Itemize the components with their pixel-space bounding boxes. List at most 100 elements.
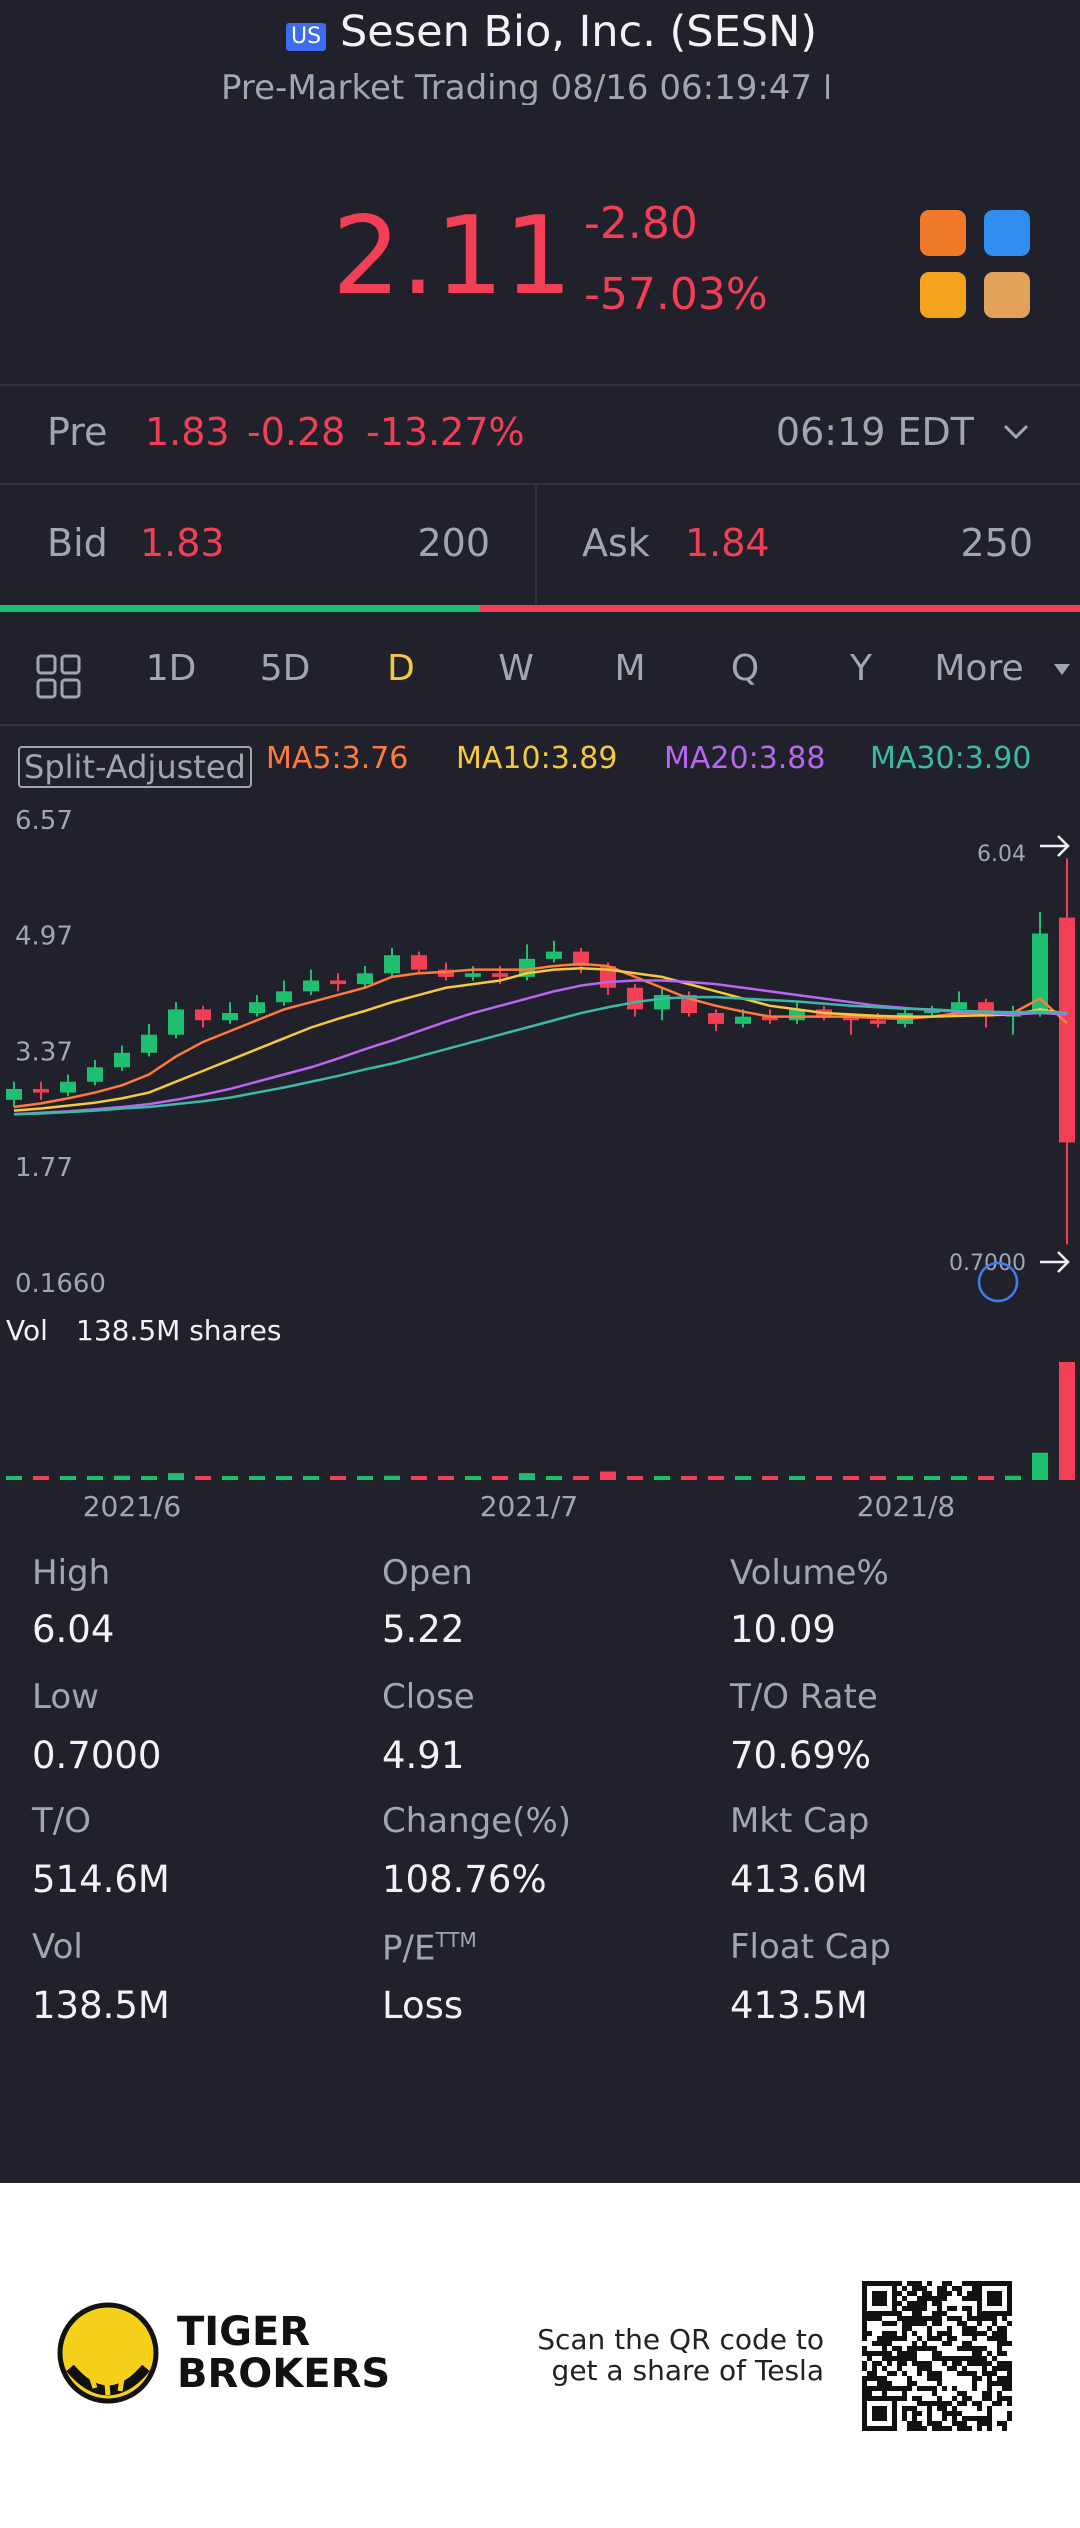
qr-cell [937,2331,942,2336]
qr-cell [932,2376,937,2381]
qr-cell [902,2371,907,2376]
qr-cell [987,2421,992,2426]
qr-cell [917,2306,922,2311]
qr-cell [927,2331,932,2336]
qr-cell [1007,2411,1012,2416]
qr-cell [872,2341,877,2346]
qr-cell [917,2421,922,2426]
qr-cell [917,2336,922,2341]
adjust-button[interactable]: Split-Adjusted [18,746,252,789]
quick-icon[interactable] [984,210,1030,256]
qr-cell [937,2396,942,2401]
volume-bar [141,1476,157,1480]
qr-cell [982,2396,987,2401]
qr-cell [877,2361,882,2366]
qr-cell [927,2386,932,2391]
qr-cell [942,2341,947,2346]
qr-cell [967,2331,972,2336]
market-status: Pre-Market Trading 08/16 06:19:47 EDT [221,71,829,106]
volume-bar [384,1475,400,1480]
qr-cell [942,2411,947,2416]
qr-cell [872,2316,877,2321]
qr-cell [897,2346,902,2351]
qr-cell [917,2296,922,2301]
period-tab[interactable]: 1D [145,648,197,690]
qr-cell [902,2416,907,2421]
qr-cell [927,2416,932,2421]
qr-cell [952,2396,957,2401]
quick-icon[interactable] [920,210,966,256]
period-tab[interactable]: W [498,648,534,690]
qr-cell [1002,2316,1007,2321]
qr-cell [937,2401,942,2406]
qr-cell [947,2341,952,2346]
qr-cell [912,2316,917,2321]
qr-cell [927,2296,932,2301]
candle-body [114,1052,130,1068]
period-tab[interactable]: More [934,648,1024,690]
qr-cell [887,2361,892,2366]
qr-cell [957,2401,962,2406]
volume-bar [816,1476,832,1480]
qr-cell [977,2416,982,2421]
qr-cell [897,2361,902,2366]
qr-cell [862,2391,867,2396]
volume-bar [330,1476,346,1480]
qr-cell [912,2286,917,2291]
qr-cell [952,2386,957,2391]
market-badge: US [286,22,327,51]
qr-cell [987,2351,992,2356]
qr-cell [977,2426,982,2431]
qr-cell [932,2356,937,2361]
qr-cell [907,2381,912,2386]
quick-icon[interactable] [920,272,966,318]
qr-cell [912,2301,917,2306]
quick-icon[interactable] [984,272,1030,318]
qr-cell [947,2331,952,2336]
qr-cell [902,2306,907,2311]
period-tab[interactable]: 5D [259,648,311,690]
qr-cell [937,2286,942,2291]
qr-cell [957,2421,962,2426]
y-tick-label: 0.1660 [15,1269,106,1299]
qr-cell [902,2356,907,2361]
candle-body [843,1016,859,1021]
qr-cell [877,2341,882,2346]
qr-cell [922,2386,927,2391]
qr-cell [992,2316,997,2321]
period-tab[interactable]: D [387,648,415,690]
qr-cell [927,2406,932,2411]
x-date-label: 2021/6 [83,1490,182,1523]
qr-cell [902,2286,907,2291]
ma-line [13,979,1068,1116]
qr-cell [917,2426,922,2431]
period-tab[interactable]: M [614,648,646,690]
period-tab[interactable]: Q [730,648,760,690]
stat-value: 138.5M [32,1983,170,2027]
qr-cell [912,2356,917,2361]
qr-cell [982,2416,987,2421]
qr-cell [912,2281,917,2286]
qr-cell [882,2351,887,2356]
qr-cell [937,2426,942,2431]
qr-cell [922,2291,927,2296]
qr-cell [982,2366,987,2371]
qr-cell [917,2366,922,2371]
qr-cell [957,2286,962,2291]
qr-cell [922,2321,927,2326]
period-tab[interactable]: Y [850,648,872,690]
qr-cell [867,2376,872,2381]
qr-cell [997,2326,1002,2331]
qr-cell [942,2386,947,2391]
qr-cell [947,2291,952,2296]
qr-cell [872,2361,877,2366]
footer-graphics [57,2281,1012,2431]
qr-cell [1007,2396,1012,2401]
qr-cell [962,2396,967,2401]
candle-body [762,1016,778,1021]
qr-cell [982,2316,987,2321]
qr-cell [942,2331,947,2336]
qr-cell [962,2366,967,2371]
qr-cell [897,2301,902,2306]
qr-cell [1007,2341,1012,2346]
